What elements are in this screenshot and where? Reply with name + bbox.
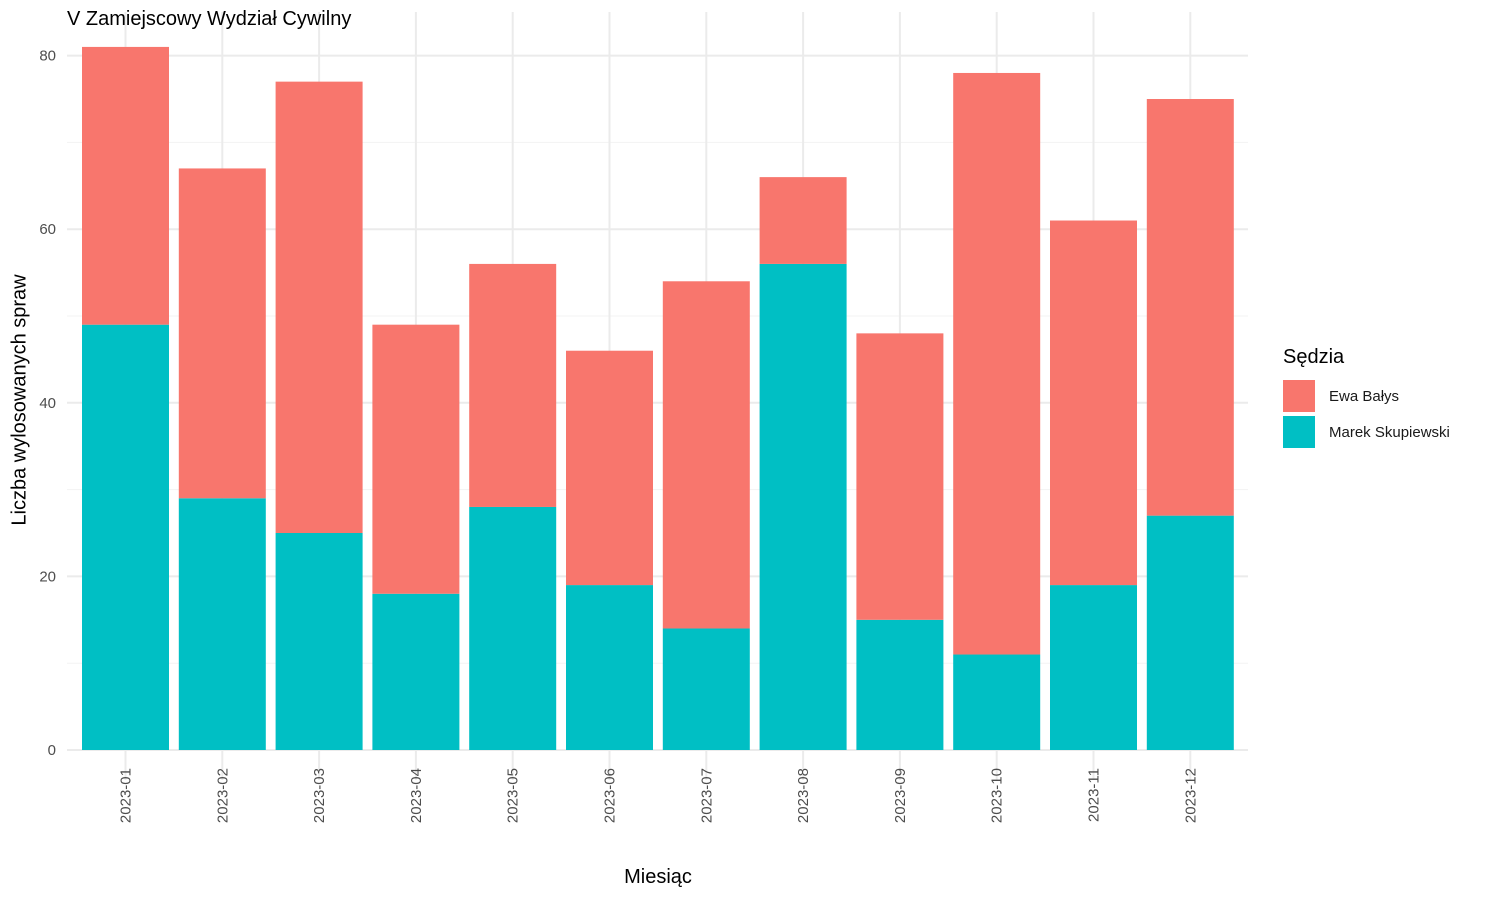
bar-marek-skupiewski-2023-08 <box>759 263 847 750</box>
x-tick-label: 2023-06 <box>602 768 619 823</box>
bar-ewa-balys-2023-04 <box>372 324 460 594</box>
y-tick-label: 20 <box>39 568 56 585</box>
legend-item-marek-skupiewski: Marek Skupiewski <box>1283 415 1450 449</box>
bar-marek-skupiewski-2023-09 <box>856 619 944 750</box>
bar-ewa-balys-2023-05 <box>469 263 557 507</box>
x-tick-label: 2023-11 <box>1086 768 1103 822</box>
bar-ewa-balys-2023-08 <box>759 177 847 264</box>
bar-marek-skupiewski-2023-03 <box>275 533 363 750</box>
bar-ewa-balys-2023-02 <box>178 168 266 499</box>
bar-ewa-balys-2023-09 <box>856 333 944 620</box>
x-axis-label: Miesiąc <box>624 866 692 888</box>
legend-key-marek-skupiewski <box>1283 416 1315 448</box>
y-tick-label: 40 <box>39 395 56 412</box>
bar-ewa-balys-2023-11 <box>1050 220 1137 586</box>
bar-ewa-balys-2023-01 <box>82 46 169 325</box>
bar-ewa-balys-2023-03 <box>275 81 363 533</box>
x-tick-label: 2023-10 <box>989 768 1006 823</box>
bar-marek-skupiewski-2023-10 <box>953 654 1041 750</box>
x-tick-label: 2023-08 <box>795 768 812 823</box>
x-tick-label: 2023-02 <box>214 768 231 823</box>
x-axis-ticks: 2023-01 2023-02 2023-03 2023-04 2023-05 2023-… <box>118 768 1200 823</box>
y-tick-label: 0 <box>48 742 56 759</box>
chart-title: V Zamiejscowy Wydział Cywilny <box>67 8 352 30</box>
x-tick-label: 2023-09 <box>892 768 909 823</box>
y-axis-ticks: 0 20 40 60 80 <box>39 48 56 759</box>
x-tick-label: 2023-04 <box>408 768 425 823</box>
bar-marek-skupiewski-2023-05 <box>469 506 557 750</box>
bar-marek-skupiewski-2023-11 <box>1050 585 1137 750</box>
x-tick-label: 2023-03 <box>311 768 328 823</box>
bar-marek-skupiewski-2023-07 <box>662 628 750 750</box>
x-tick-label: 2023-01 <box>118 768 135 823</box>
x-tick-label: 2023-07 <box>698 768 715 823</box>
bar-ewa-balys-2023-06 <box>566 350 653 586</box>
bar-ewa-balys-2023-07 <box>662 281 750 629</box>
bar-marek-skupiewski-2023-04 <box>372 593 460 750</box>
bar-marek-skupiewski-2023-02 <box>178 498 266 750</box>
bar-marek-skupiewski-2023-06 <box>566 585 653 750</box>
bars <box>82 46 1234 750</box>
legend-item-ewa-balys: Ewa Bałys <box>1283 379 1450 413</box>
bar-marek-skupiewski-2023-12 <box>1146 515 1234 750</box>
x-tick-label: 2023-05 <box>505 768 522 823</box>
x-tick-label: 2023-12 <box>1182 768 1199 823</box>
bar-marek-skupiewski-2023-01 <box>82 324 169 750</box>
bar-ewa-balys-2023-10 <box>953 72 1041 655</box>
legend-label: Marek Skupiewski <box>1329 423 1450 441</box>
legend-title: Sędzia <box>1283 346 1345 368</box>
y-tick-label: 60 <box>39 221 56 238</box>
legend-label: Ewa Bałys <box>1329 387 1400 405</box>
y-tick-label: 80 <box>39 48 56 65</box>
legend: Sędzia Ewa Bałys Marek Skupiewski <box>1283 346 1450 451</box>
y-axis-label: Liczba wylosowanych spraw <box>8 274 31 526</box>
legend-key-ewa-balys <box>1283 380 1315 412</box>
bar-ewa-balys-2023-12 <box>1146 99 1234 516</box>
